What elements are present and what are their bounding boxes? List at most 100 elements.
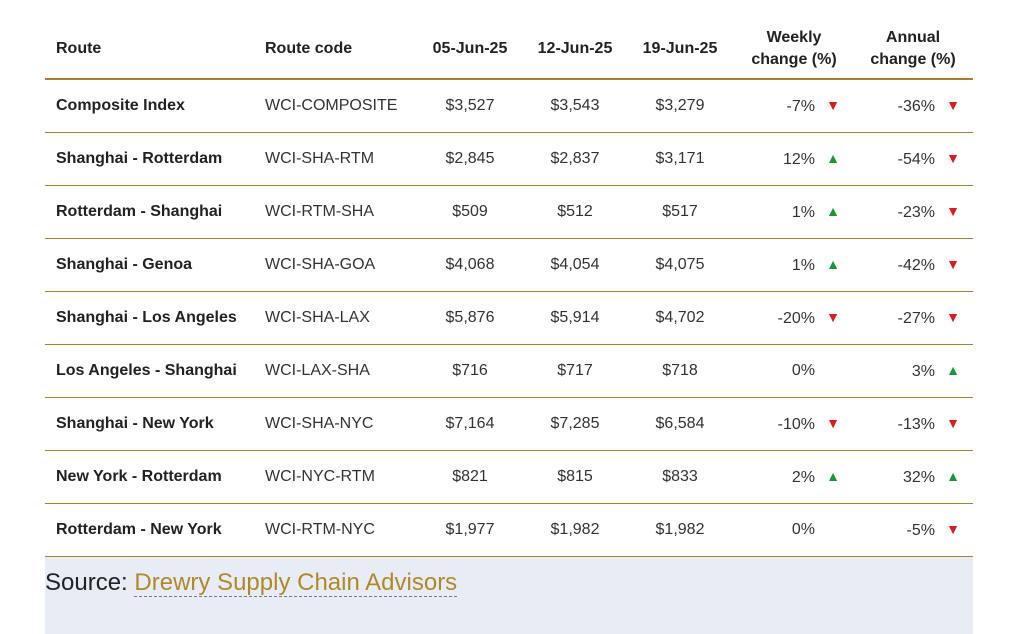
cell-route-code: WCI-SHA-LAX [261, 291, 415, 345]
triangle-up-icon: ▲ [826, 202, 840, 219]
header-annual-change: Annual change (%) [853, 20, 973, 80]
cell-annual-change-value: -54% [897, 150, 935, 168]
cell-weekly-change: 1% ▲ [735, 238, 853, 292]
table-row: Shanghai - New York WCI-SHA-NYC $7,164 $7,2… [45, 397, 973, 451]
cell-annual-change: -54% ▼ [853, 132, 973, 186]
cell-route-code: WCI-NYC-RTM [261, 450, 415, 504]
triangle-up-icon: ▲ [826, 255, 840, 272]
source-line: Source: Drewry Supply Chain Advisors [45, 569, 458, 597]
header-date-1: 05-Jun-25 [415, 20, 525, 80]
table-row: Los Angeles - Shanghai WCI-LAX-SHA $716 $71… [45, 344, 973, 398]
cell-annual-change: -5% ▼ [853, 503, 973, 558]
cell-date-1: $1,977 [415, 503, 525, 558]
cell-annual-change: -23% ▼ [853, 185, 973, 239]
cell-annual-change: -42% ▼ [853, 238, 973, 292]
cell-date-2: $3,543 [525, 79, 625, 133]
wci-rates-table: Route Route code 05-Jun-25 12-Jun-25 19-… [45, 20, 973, 558]
cell-date-3: $1,982 [625, 503, 735, 558]
cell-weekly-change-value: 1% [791, 203, 815, 221]
cell-annual-change-value: -23% [897, 203, 935, 221]
cell-date-2: $717 [525, 344, 625, 398]
cell-annual-change-value: -36% [897, 97, 935, 115]
triangle-up-icon: ▲ [826, 467, 840, 484]
cell-route: Rotterdam - Shanghai [45, 185, 261, 239]
cell-weekly-change-value: -10% [777, 415, 815, 433]
cell-weekly-change: 1% ▲ [735, 185, 853, 239]
cell-annual-change: -27% ▼ [853, 291, 973, 345]
table-row: Rotterdam - Shanghai WCI-RTM-SHA $509 $512 $… [45, 185, 973, 239]
cell-annual-change-value: -13% [897, 415, 935, 433]
source-link[interactable]: Drewry Supply Chain Advisors [134, 569, 458, 597]
cell-date-2: $4,054 [525, 238, 625, 292]
table-header-row: Route Route code 05-Jun-25 12-Jun-25 19-… [45, 20, 973, 80]
cell-date-2: $7,285 [525, 397, 625, 451]
triangle-down-icon: ▼ [946, 96, 960, 113]
table-row: New York - Rotterdam WCI-NYC-RTM $821 $815 $… [45, 450, 973, 504]
cell-date-1: $509 [415, 185, 525, 239]
cell-date-3: $3,279 [625, 79, 735, 133]
cell-date-1: $716 [415, 344, 525, 398]
cell-date-1: $7,164 [415, 397, 525, 451]
cell-route: Shanghai - Los Angeles [45, 291, 261, 345]
header-annual-line1: Annual [885, 29, 941, 46]
cell-weekly-change-value: 0% [791, 521, 815, 538]
cell-annual-change: 32% ▲ [853, 450, 973, 504]
cell-date-1: $3,527 [415, 79, 525, 133]
cell-weekly-change: -10% ▼ [735, 397, 853, 451]
cell-route: Shanghai - Rotterdam [45, 132, 261, 186]
cell-route-code: WCI-RTM-SHA [261, 185, 415, 239]
cell-route-code: WCI-LAX-SHA [261, 344, 415, 398]
header-weekly-line2: change (%) [751, 51, 837, 68]
cell-route-code: WCI-SHA-RTM [261, 132, 415, 186]
cell-annual-change-value: -27% [897, 309, 935, 327]
wci-table-container: Route Route code 05-Jun-25 12-Jun-25 19-… [45, 20, 973, 558]
header-date-3: 19-Jun-25 [625, 20, 735, 80]
cell-weekly-change: -20% ▼ [735, 291, 853, 345]
cell-date-2: $5,914 [525, 291, 625, 345]
cell-weekly-change-value: 12% [782, 150, 815, 168]
cell-weekly-change: 0% [735, 344, 853, 398]
cell-route: Shanghai - New York [45, 397, 261, 451]
table-row: Composite Index WCI-COMPOSITE $3,527 $3,543… [45, 79, 973, 133]
triangle-down-icon: ▼ [826, 414, 840, 431]
triangle-up-icon: ▲ [946, 467, 960, 484]
cell-weekly-change: -7% ▼ [735, 79, 853, 133]
table-row: Shanghai - Rotterdam WCI-SHA-RTM $2,845 $2,… [45, 132, 973, 186]
cell-annual-change: -13% ▼ [853, 397, 973, 451]
cell-date-1: $5,876 [415, 291, 525, 345]
cell-route: Shanghai - Genoa [45, 238, 261, 292]
cell-date-2: $815 [525, 450, 625, 504]
cell-weekly-change: 12% ▲ [735, 132, 853, 186]
cell-route: Los Angeles - Shanghai [45, 344, 261, 398]
cell-date-1: $4,068 [415, 238, 525, 292]
cell-weekly-change-value: 2% [791, 468, 815, 486]
header-route-code: Route code [261, 20, 415, 80]
triangle-down-icon: ▼ [826, 96, 840, 113]
triangle-up-icon: ▲ [946, 361, 960, 378]
cell-annual-change-value: -42% [897, 256, 935, 274]
cell-route-code: WCI-SHA-GOA [261, 238, 415, 292]
cell-route: New York - Rotterdam [45, 450, 261, 504]
cell-weekly-change-value: -20% [777, 309, 815, 327]
triangle-down-icon: ▼ [946, 202, 960, 219]
cell-date-1: $2,845 [415, 132, 525, 186]
cell-route-code: WCI-COMPOSITE [261, 79, 415, 133]
cell-weekly-change-value: -7% [786, 97, 815, 115]
cell-date-3: $4,702 [625, 291, 735, 345]
table-row: Rotterdam - New York WCI-RTM-NYC $1,977 $1,… [45, 503, 973, 558]
cell-annual-change: 3% ▲ [853, 344, 973, 398]
triangle-down-icon: ▼ [946, 255, 960, 272]
cell-date-3: $4,075 [625, 238, 735, 292]
source-box: Source: Drewry Supply Chain Advisors [45, 557, 973, 634]
cell-date-3: $6,584 [625, 397, 735, 451]
cell-annual-change-value: 32% [902, 468, 935, 486]
cell-date-2: $2,837 [525, 132, 625, 186]
cell-route: Rotterdam - New York [45, 503, 261, 558]
header-route: Route [45, 20, 261, 80]
cell-date-2: $1,982 [525, 503, 625, 558]
triangle-down-icon: ▼ [946, 308, 960, 325]
cell-date-3: $517 [625, 185, 735, 239]
header-weekly-line1: Weekly [766, 29, 822, 46]
cell-annual-change: -36% ▼ [853, 79, 973, 133]
cell-date-3: $3,171 [625, 132, 735, 186]
